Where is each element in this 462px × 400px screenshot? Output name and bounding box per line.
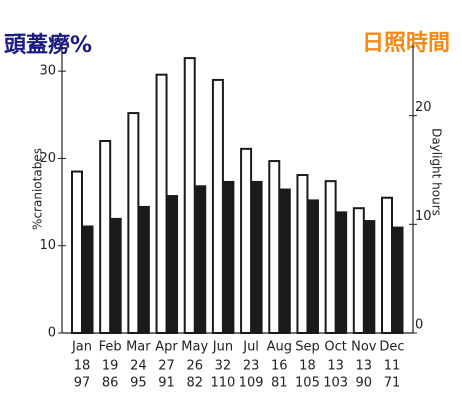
x-tick-label: Sep [295, 340, 320, 355]
row-value: 90 [356, 376, 373, 391]
bar-craniotabes [183, 57, 196, 334]
x-tick-label: Dec [379, 340, 404, 355]
bar-daylight [391, 226, 404, 334]
y-tick-label: 30 [39, 64, 56, 79]
row-value: 13 [356, 359, 373, 374]
bar-craniotabes [71, 170, 83, 334]
x-tick-label: Oct [324, 340, 346, 355]
bar-craniotabes [240, 147, 253, 334]
row-value: 19 [102, 359, 119, 374]
row-value: 18 [74, 359, 91, 374]
bar-craniotabes [352, 207, 365, 334]
y2-axis-label: Daylight hours [430, 128, 444, 216]
y-tick-label: 20 [39, 151, 56, 166]
row-value: 13 [327, 359, 344, 374]
x-tick-label: Feb [99, 340, 122, 355]
bar-craniotabes [99, 140, 112, 334]
y2-tick-label: 0 [415, 318, 423, 333]
row-value: 86 [102, 376, 119, 391]
x-tick-label: May [181, 340, 208, 355]
bar-daylight [194, 185, 207, 334]
row-value: 105 [295, 376, 320, 391]
row-value: 16 [271, 359, 288, 374]
x-tick-label: Jul [242, 340, 259, 355]
row-value: 81 [271, 376, 288, 391]
bar-craniotabes [127, 112, 140, 334]
row-value: 95 [130, 376, 147, 391]
bar-daylight [363, 220, 376, 334]
bar-craniotabes [381, 196, 393, 334]
row-value: 97 [74, 376, 91, 391]
row-value: 103 [323, 376, 348, 391]
bar-daylight [81, 225, 94, 334]
row-value: 110 [210, 376, 235, 391]
bar-craniotabes [211, 78, 224, 334]
bar-daylight [222, 180, 235, 334]
row-value: 91 [158, 376, 175, 391]
x-tick-label: Jan [71, 340, 92, 355]
bar-daylight [137, 205, 150, 334]
x-tick-label: Aug [267, 340, 292, 355]
row-value: 26 [186, 359, 203, 374]
bar-craniotabes [296, 174, 309, 334]
x-tick-label: Apr [155, 340, 178, 355]
bar-daylight [109, 217, 122, 334]
row-value: 18 [299, 359, 316, 374]
bar-craniotabes [268, 160, 281, 334]
chart-title: 頭蓋癆% [4, 32, 92, 58]
row-value: 24 [130, 359, 147, 374]
chart-title-right: 日照時間 [362, 31, 450, 56]
x-tick-label: Jun [212, 340, 233, 355]
row-value: 23 [243, 359, 260, 374]
bar-daylight [278, 188, 291, 334]
bar-daylight [306, 199, 319, 334]
bar-daylight [250, 180, 263, 334]
bar-daylight [335, 211, 348, 335]
row-value: 82 [186, 376, 203, 391]
x-tick-label: Nov [351, 340, 377, 355]
y2-tick-label: 10 [415, 209, 432, 224]
bar-daylight [166, 195, 179, 334]
row-value: 109 [239, 376, 264, 391]
y-axis-label: %craniotabes [31, 148, 45, 230]
row-value: 71 [384, 376, 401, 391]
row-value: 11 [384, 359, 401, 374]
y2-tick-label: 20 [415, 100, 432, 115]
bar-craniotabes [155, 73, 168, 334]
x-tick-label: Mar [126, 340, 151, 355]
row-value: 32 [215, 359, 232, 374]
y-tick-label: 0 [48, 326, 56, 341]
y-tick-label: 10 [39, 238, 56, 253]
row-value: 27 [158, 359, 175, 374]
bar-craniotabes [324, 180, 337, 334]
